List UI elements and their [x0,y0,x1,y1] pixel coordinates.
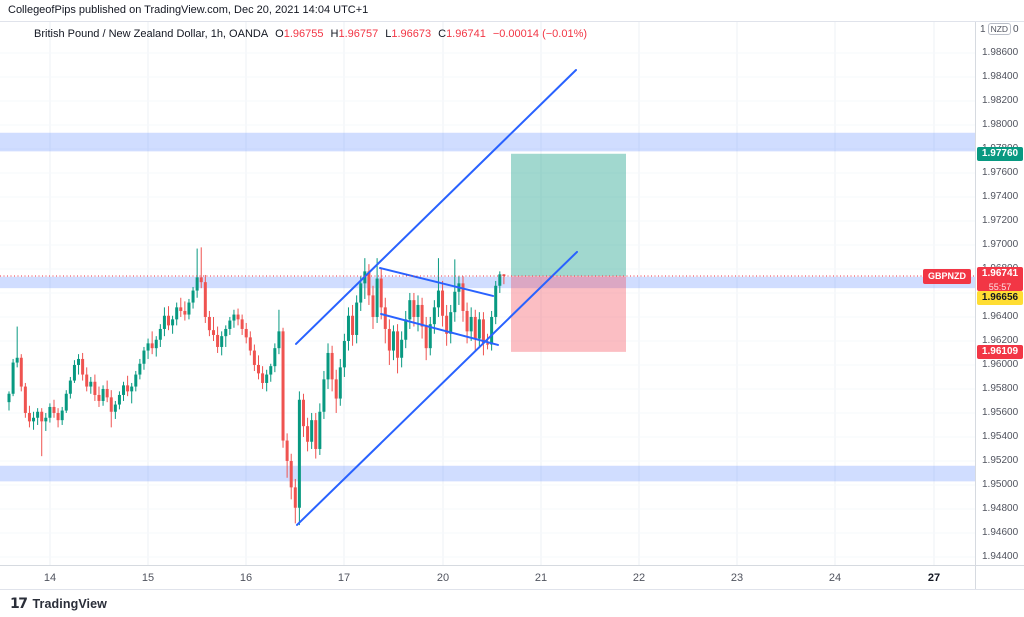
ohlc-field-label: L [385,28,392,40]
price-tick: 1.94600 [982,526,1019,538]
candlestick-series [7,247,506,526]
price-tick: 1.94400 [982,550,1019,562]
price-tick: 1.96400 [982,310,1019,322]
axis-separator [975,566,976,589]
alert-price-label: 1.96656 [977,291,1023,306]
time-tick: 14 [43,572,57,584]
long-position-loss-zone[interactable] [511,276,626,352]
time-tick: 27 [927,572,941,584]
price-axis[interactable]: 1 NZD 0 1.98600 1.98400 1.98200 1.98000 1.97… [975,22,1024,565]
symbol-price-marker: GBPNZD [923,269,971,285]
trendline-drawings[interactable] [295,69,578,526]
currency-badge[interactable]: NZD [987,23,1012,35]
time-tick: 21 [534,572,548,584]
price-tick: 1.97000 [982,238,1019,250]
ohlc-field-value: 1.96757 [338,28,379,40]
price-tick: 1.98400 [982,70,1019,82]
time-axis[interactable]: 14 15 16 17 20 21 22 23 24 27 [0,565,1024,590]
target-price-label: 1.97760 [977,146,1023,161]
flag-line-lower[interactable] [380,312,499,346]
candlestick-chart[interactable] [0,22,975,565]
channel-line-upper[interactable] [295,69,577,345]
price-tick: 1.98000 [982,118,1019,130]
tradingview-logo-icon[interactable]: 17 [10,596,28,612]
supply-demand-zones[interactable] [0,132,975,482]
ohlc-field-value: 1.96673 [391,28,432,40]
price-tick: 1.95800 [982,382,1019,394]
price-tick: 1.95000 [982,478,1019,490]
price-tick: 1.95600 [982,406,1019,418]
chart-pane[interactable]: British Pound / New Zealand Dollar, 1h, … [0,22,975,565]
stop-price-label: 1.96109 [977,344,1023,359]
bar-countdown: 55:57 [988,282,1012,293]
time-tick: 22 [632,572,646,584]
price-tick: 1.95400 [982,430,1019,442]
currency-suffix-digit: 0 [1013,23,1019,35]
ohlc-field-label: C [438,28,447,40]
symbol-title[interactable]: British Pound / New Zealand Dollar, 1h, … [34,28,269,40]
long-position-profit-zone[interactable] [511,153,626,277]
demand-zone-lower[interactable] [0,465,975,482]
time-tick: 16 [239,572,253,584]
price-tick: 1.97200 [982,214,1019,226]
ohlc-field-value: 1.96755 [283,28,324,40]
symbol-legend: British Pound / New Zealand Dollar, 1h, … [34,28,587,40]
currency-badge-row: 1 NZD 0 [980,23,1019,35]
price-change: −0.00014 (−0.01%) [492,28,588,40]
supply-zone-upper[interactable] [0,132,975,152]
flag-line-upper[interactable] [379,267,494,297]
price-tick: 1.94800 [982,502,1019,514]
channel-line-lower[interactable] [296,250,578,526]
price-tick: 1.98200 [982,94,1019,106]
time-tick: 23 [730,572,744,584]
time-tick: 20 [436,572,450,584]
price-tick: 1.96000 [982,358,1019,370]
footer-bar: 17 TradingView [0,591,1024,617]
ohlc-field-label: O [275,28,284,40]
price-tick: 1.95200 [982,454,1019,466]
time-tick: 17 [337,572,351,584]
time-tick: 15 [141,572,155,584]
ohlc-field-label: H [330,28,339,40]
price-tick: 1.97400 [982,190,1019,202]
tradingview-logo-text[interactable]: TradingView [32,597,107,611]
currency-prefix-digit: 1 [980,23,986,35]
last-price-label: 1.96741 55:57 [977,267,1023,293]
time-tick: 24 [828,572,842,584]
price-tick: 1.96200 [982,334,1019,346]
long-position-tool[interactable] [511,153,626,352]
gridlines [0,22,975,565]
ohlc-values: O1.96755 H1.96757 L1.96673 C1.96741 −0.00014… [268,28,587,40]
entry-zone-middle[interactable] [0,276,975,289]
price-tick: 1.98600 [982,46,1019,58]
attribution-bar: CollegeofPips published on TradingView.c… [0,0,1024,22]
price-tick: 1.97600 [982,166,1019,178]
ohlc-field-value: 1.96741 [446,28,486,40]
